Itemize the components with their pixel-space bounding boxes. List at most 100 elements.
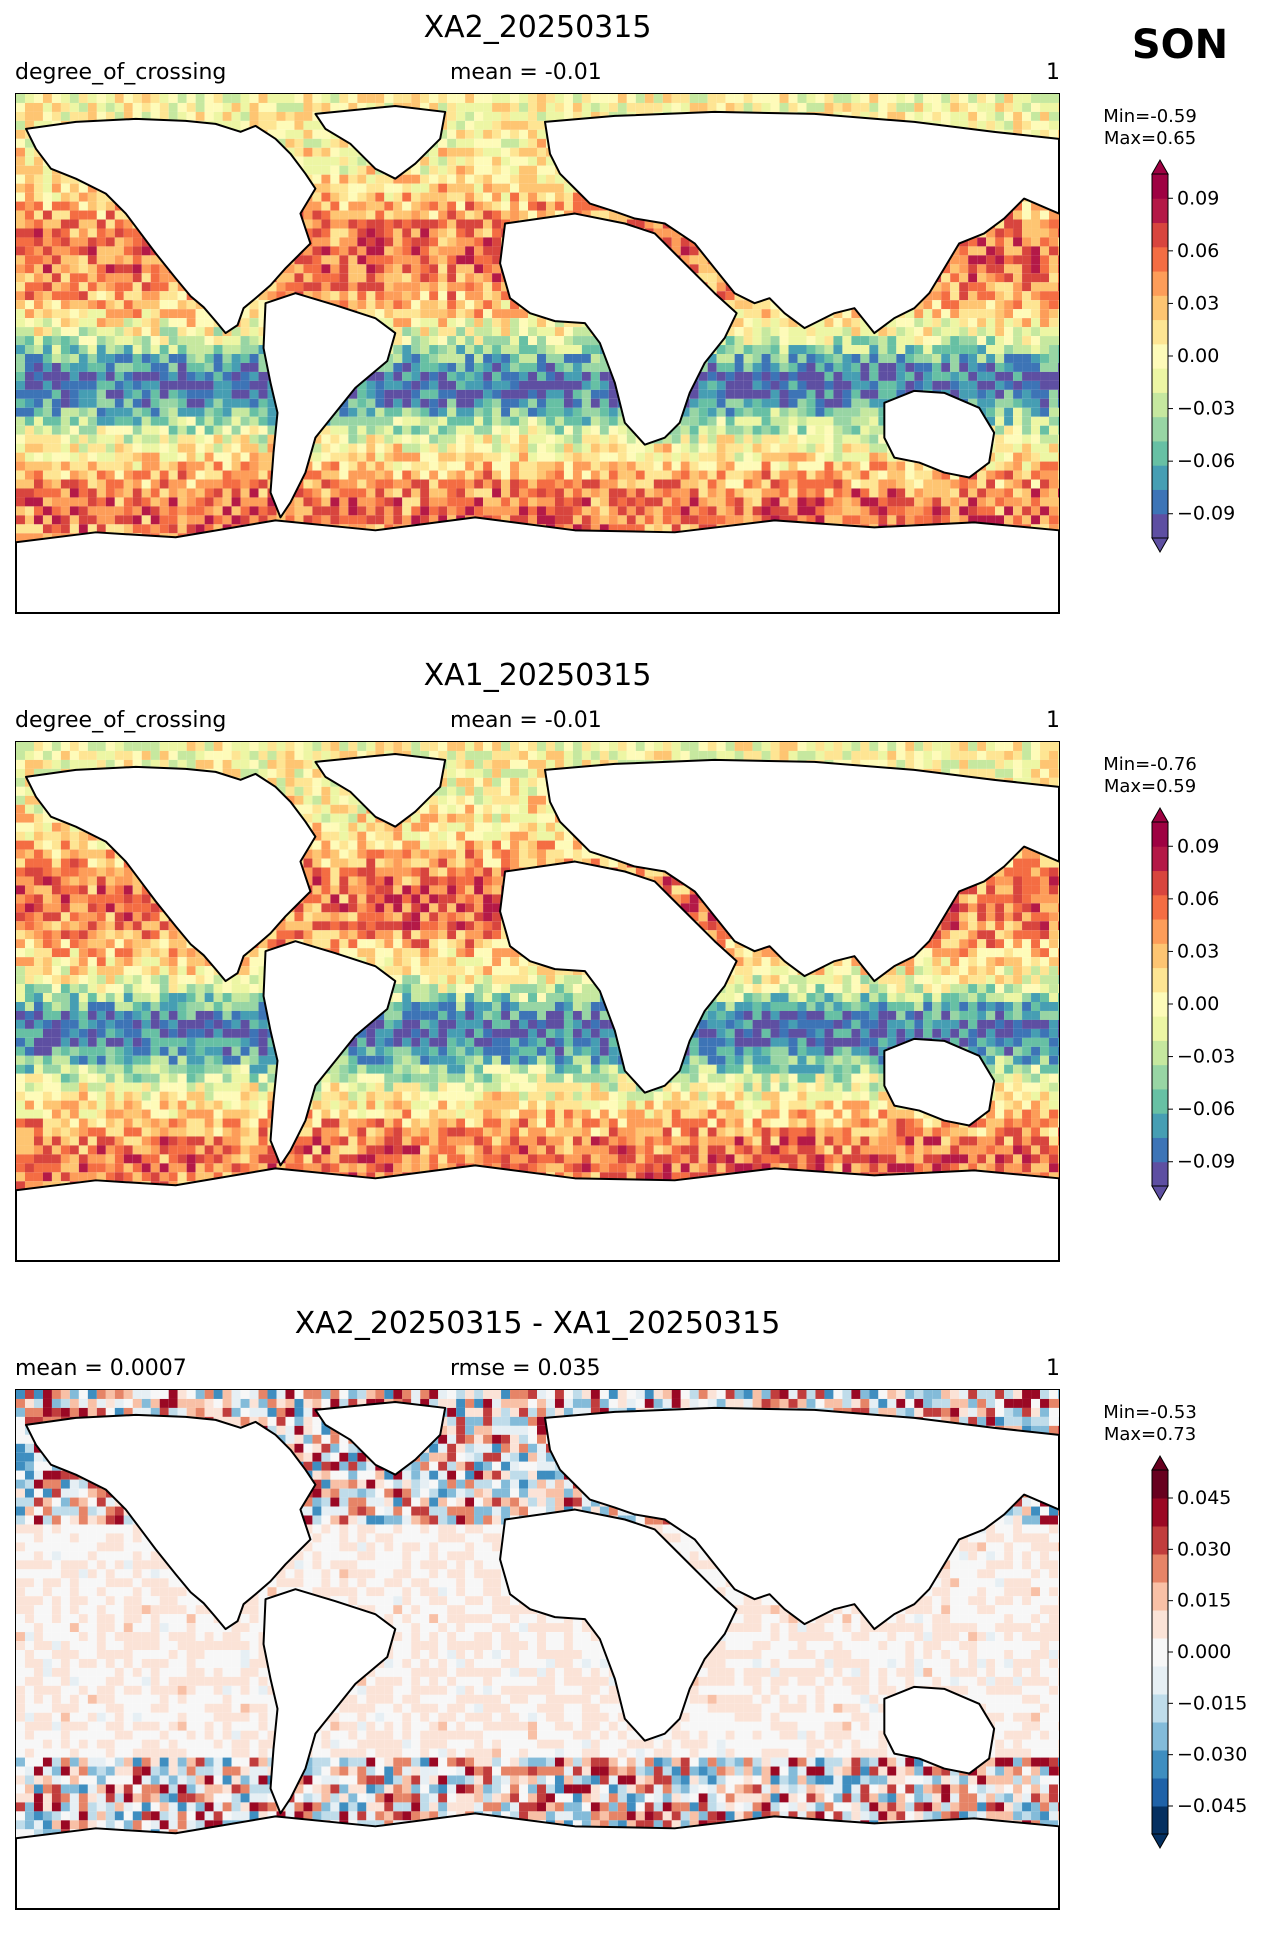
land-mass [16, 104, 1059, 613]
colorbar-max-arrow [1151, 158, 1169, 175]
stats-box: Min=-0.59 Max=0.65 [1095, 106, 1205, 150]
map-frame [15, 741, 1060, 1262]
colorbar-min-arrow [1151, 1833, 1169, 1850]
colorbar-segment [1152, 1722, 1168, 1751]
colorbar-segment [1152, 1040, 1168, 1066]
land-mass [16, 1400, 1059, 1909]
colorbar-tick-label: 0.045 [1177, 1487, 1231, 1509]
min-value: Min=-0.53 [1095, 1402, 1205, 1424]
colorbar-tick-label: 0.06 [1177, 888, 1219, 910]
colorbar-tick-label: 0.000 [1177, 1641, 1231, 1663]
variable-label: degree_of_crossing [15, 60, 226, 85]
colorbar-tick-label: 0.030 [1177, 1538, 1231, 1560]
colorbar-tick-label: −0.03 [1177, 398, 1235, 420]
mean-label: mean = -0.01 [450, 708, 602, 733]
colorbar-segment [1152, 392, 1168, 418]
colorbar-tick-label: 0.06 [1177, 240, 1219, 262]
colorbar-segment [1152, 343, 1168, 369]
mean-label: mean = -0.01 [450, 60, 602, 85]
colorbar-segment [1152, 1161, 1168, 1187]
stats-box: Min=-0.53 Max=0.73 [1095, 1402, 1205, 1446]
colorbar-tick-label: −0.03 [1177, 1046, 1235, 1068]
colorbar-tick-label: −0.06 [1177, 450, 1235, 472]
colorbar-segment [1152, 222, 1168, 248]
colorbar-segment [1152, 919, 1168, 944]
colorbar-segment [1152, 1526, 1168, 1555]
colorbar-segment [1152, 198, 1168, 224]
colorbar: 0.045 0.030 0.015 0.000 −0.015 −0.030 −0.045 [1140, 1454, 1260, 1852]
colorbar-max-arrow [1151, 1454, 1169, 1471]
stats-box: Min=-0.76 Max=0.59 [1095, 754, 1205, 798]
max-value: Max=0.65 [1095, 128, 1205, 150]
colorbar-tick-label: 0.00 [1177, 993, 1219, 1015]
world-map [16, 1390, 1059, 1909]
colorbar-tick-label: −0.06 [1177, 1098, 1235, 1120]
colorbar-segment [1152, 991, 1168, 1017]
colorbar-tick-label: −0.030 [1177, 1744, 1247, 1766]
world-map [16, 742, 1059, 1261]
colorbar: 0.09 0.06 0.03 0.00 −0.03 −0.06 −0.09 [1140, 158, 1260, 556]
colorbar-segment [1152, 319, 1168, 345]
colorbar-segment [1152, 1016, 1168, 1041]
colorbar-segment [1152, 846, 1168, 872]
colorbar-tick-label: −0.045 [1177, 1795, 1247, 1817]
colorbar-segment [1152, 440, 1168, 466]
colorbar-segment [1152, 513, 1168, 539]
colorbar-segment [1152, 1554, 1168, 1583]
colorbar-segment [1152, 1113, 1168, 1138]
max-value: Max=0.59 [1095, 776, 1205, 798]
colorbar-segment [1152, 1806, 1168, 1835]
map-frame [15, 1389, 1060, 1910]
min-value: Min=-0.59 [1095, 106, 1205, 128]
colorbar-segment [1152, 416, 1168, 442]
world-map [16, 94, 1059, 613]
colorbar-tick-label: −0.09 [1177, 503, 1235, 525]
colorbar-segment [1152, 1694, 1168, 1723]
colorbar-segment [1152, 943, 1168, 969]
panel-title: XA2_20250315 [15, 10, 1060, 45]
colorbar-segment [1152, 1498, 1168, 1527]
colorbar-segment [1152, 1088, 1168, 1114]
colorbar-tick-label: 0.03 [1177, 292, 1219, 314]
colorbar-segment [1152, 1582, 1168, 1611]
colorbar-max-arrow [1151, 806, 1169, 823]
min-value: Min=-0.76 [1095, 754, 1205, 776]
colorbar-segment [1152, 822, 1168, 847]
level-label: 1 [1000, 60, 1060, 85]
colorbar-tick-label: 0.09 [1177, 187, 1219, 209]
colorbar-segment [1152, 1470, 1168, 1499]
colorbar-segment [1152, 1137, 1168, 1163]
panel-title: XA2_20250315 - XA1_20250315 [15, 1306, 1060, 1341]
map-frame [15, 93, 1060, 614]
colorbar-segment [1152, 967, 1168, 993]
colorbar-segment [1152, 1638, 1168, 1667]
max-value: Max=0.73 [1095, 1424, 1205, 1446]
colorbar-tick-label: 0.015 [1177, 1590, 1231, 1612]
colorbar-min-arrow [1151, 537, 1169, 554]
colorbar-segment [1152, 1750, 1168, 1779]
colorbar-tick-label: 0.09 [1177, 835, 1219, 857]
colorbar-segment [1152, 894, 1168, 920]
mean-label: mean = 0.0007 [15, 1356, 187, 1381]
colorbar-segment [1152, 271, 1168, 296]
variable-label: degree_of_crossing [15, 708, 226, 733]
colorbar-segment [1152, 1610, 1168, 1639]
colorbar-segment [1152, 870, 1168, 896]
colorbar-segment [1152, 1778, 1168, 1807]
colorbar-min-arrow [1151, 1185, 1169, 1202]
land-mass [16, 752, 1059, 1261]
colorbar-tick-label: −0.015 [1177, 1692, 1247, 1714]
level-label: 1 [1000, 708, 1060, 733]
colorbar-segment [1152, 368, 1168, 393]
colorbar-segment [1152, 1666, 1168, 1695]
colorbar-segment [1152, 246, 1168, 272]
colorbar-segment [1152, 465, 1168, 490]
colorbar-tick-label: 0.00 [1177, 345, 1219, 367]
colorbar-segment [1152, 295, 1168, 321]
colorbar-tick-label: −0.09 [1177, 1151, 1235, 1173]
colorbar-segment [1152, 174, 1168, 199]
level-label: 1 [1000, 1356, 1060, 1381]
season-label: SON [1100, 22, 1260, 68]
panel-title: XA1_20250315 [15, 658, 1060, 693]
colorbar-segment [1152, 489, 1168, 515]
